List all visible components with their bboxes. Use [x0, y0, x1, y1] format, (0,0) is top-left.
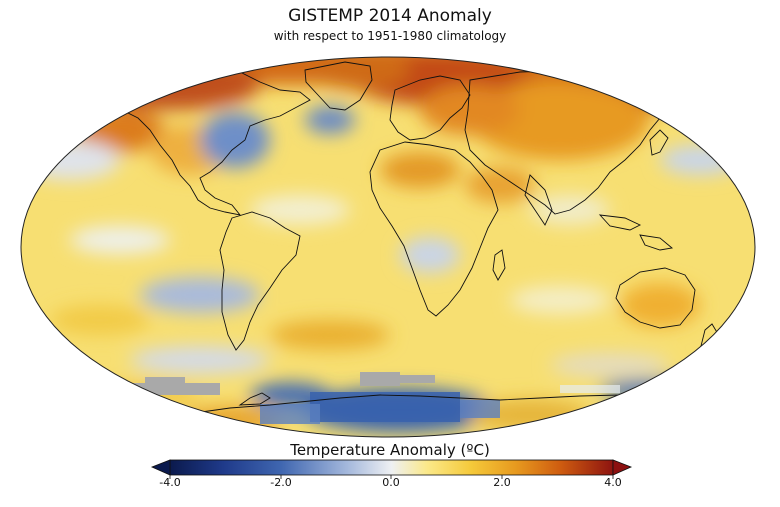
map-subtitle: with respect to 1951-1980 climatology [273, 29, 507, 43]
anomaly-field [21, 57, 755, 437]
colorbar-tick-label: 0.0 [382, 476, 400, 489]
colorbar-tick-label: 4.0 [604, 476, 622, 489]
colorbar-under-arrow [150, 459, 171, 476]
colorbar-tick-label: -4.0 [159, 476, 181, 489]
colorbar-over-arrow [612, 459, 633, 476]
colorbar-tick-label: 2.0 [493, 476, 511, 489]
globe-outline [20, 56, 756, 438]
colorbar-tick-label: -2.0 [270, 476, 292, 489]
colorbar [150, 459, 633, 479]
colorbar-title: Temperature Anomaly (ºC) [290, 441, 490, 459]
map-title: GISTEMP 2014 Anomaly [288, 6, 492, 26]
